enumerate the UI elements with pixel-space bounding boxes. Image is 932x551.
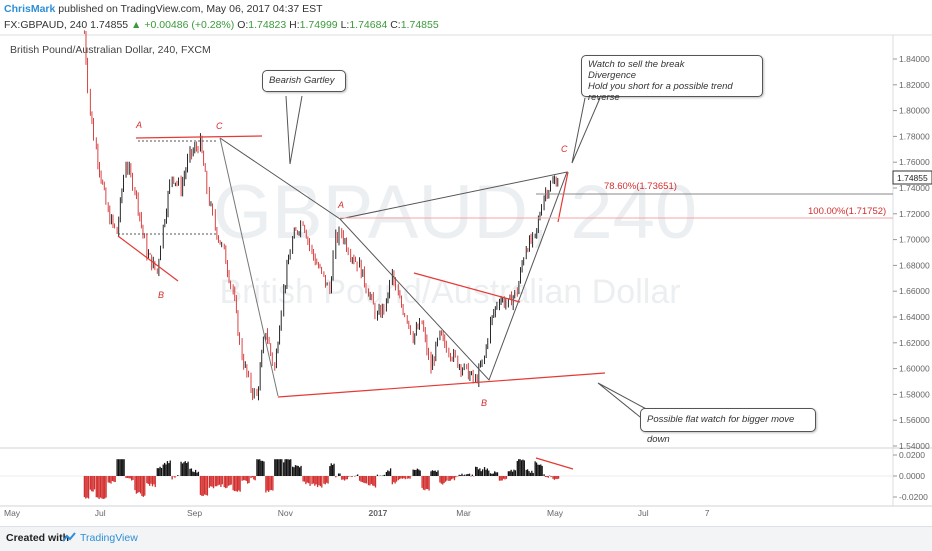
indicator-group (0, 459, 893, 499)
wave-label-a2: A (337, 200, 344, 210)
x-tick-label: Jul (95, 508, 106, 518)
watermark-name: British Pound/Australian Dollar (219, 273, 680, 311)
ohlc-h-value: 1.74999 (299, 19, 338, 31)
trendline-b-leg[interactable] (117, 235, 179, 282)
y-tick-label: 1.80000 (899, 106, 930, 116)
y-tick-label: 1.72000 (899, 209, 930, 219)
note-bearish-gartley-text: Bearish Gartley (269, 75, 335, 86)
x-tick-label: 2017 (368, 508, 387, 518)
y-axis: 1.84000 1.82000 1.80000 1.78000 1.76000 1.740… (893, 54, 930, 451)
y-tick-label: 1.64000 (899, 312, 930, 322)
x-tick-label: 7 (705, 508, 710, 518)
wave-label-c1: C (216, 121, 223, 131)
y-tick-label: 1.54000 (899, 441, 930, 451)
x-tick-label: Jul (638, 508, 649, 518)
gartley-pattern (118, 137, 568, 397)
price-tag-box (892, 170, 932, 185)
ohlc-c-value: 1.74855 (400, 19, 439, 31)
tradingview-brand[interactable]: TradingView (80, 532, 138, 544)
y-tick-label: 1.74000 (899, 183, 930, 193)
watermark-symbol: GBPAUD, 240 (213, 170, 697, 255)
x-tick-label: Nov (278, 508, 294, 518)
y-tick-label: 1.60000 (899, 364, 930, 374)
footer-bar: Created with TradingView (0, 526, 932, 551)
xb-line (219, 137, 279, 397)
fib-levels: 78.60%(1.73651) 100.00%(1.71752) (340, 181, 893, 219)
y-tick-label: 1.70000 (899, 235, 930, 245)
x-tick-label: Sep (187, 508, 202, 518)
note-watch-line-1: Watch to sell the break (588, 59, 685, 70)
tradingview-logo-icon[interactable] (62, 532, 77, 546)
watch-pointer (571, 97, 601, 164)
ohlc-o-value: 1.74823 (248, 19, 287, 31)
y-tick-label: 1.56000 (899, 415, 930, 425)
wave-label-c2: C (561, 144, 568, 154)
trendline-c-leg[interactable] (557, 171, 569, 223)
y-tick-label: 1.76000 (899, 157, 930, 167)
note-flat-watch[interactable]: Possible flat watch for bigger move down (640, 408, 816, 445)
y-tick-label: 1.82000 (899, 80, 930, 90)
trendlines-group (117, 135, 606, 398)
header-line-1: ChrisMark published on TradingView.com, … (4, 3, 323, 15)
y-tick-label: 1.62000 (899, 338, 930, 348)
candles-group (83, 30, 559, 401)
flat-pointer (597, 382, 651, 426)
chart-header: ChrisMark published on TradingView.com, … (0, 0, 932, 34)
note-watch-line-3: Hold you short for a possible trend reve… (588, 81, 733, 103)
ohlc-c-label: C: (390, 19, 401, 31)
trendline-mid[interactable] (413, 272, 521, 303)
trendline-flat-base[interactable] (277, 372, 606, 398)
fib-100-label: 100.00%(1.71752) (808, 206, 886, 217)
note-flat-watch-text: Possible flat watch for bigger move down (647, 414, 795, 445)
y-tick-label: 1.66000 (899, 286, 930, 296)
y-tick-label: 1.84000 (899, 54, 930, 64)
ohlc-l-label: L: (340, 19, 350, 31)
header-line-2: FX:GBPAUD, 240 1.74855 ▲ +0.00486 (+0.28… (4, 19, 439, 31)
ind-tick-label: -0.0200 (899, 492, 928, 502)
note-bearish-gartley[interactable]: Bearish Gartley (262, 70, 346, 92)
wave-label-b1: B (158, 290, 164, 300)
chart-title: British Pound/Australian Dollar, 240, FX… (10, 44, 211, 56)
created-with-text: Created with (6, 532, 70, 544)
y-tick-label: 1.58000 (899, 389, 930, 399)
ind-tick-label: 0.0000 (899, 471, 925, 481)
y-tick-label: 1.68000 (899, 260, 930, 270)
trendline-top[interactable] (135, 135, 263, 139)
wave-label-a1: A (135, 120, 142, 130)
author-name[interactable]: ChrisMark (4, 3, 56, 15)
gartley-pointer (285, 95, 303, 165)
callout-pointers (285, 95, 651, 426)
current-price-tag: 1.74855 (892, 170, 932, 185)
ohlc-h-label: H: (289, 19, 300, 31)
wave-labels: A C B A B C (135, 120, 568, 408)
ind-tick-label: 0.0200 (899, 450, 925, 460)
x-tick-label: May (547, 508, 564, 518)
price-tag-text: 1.74855 (897, 173, 928, 183)
x-tick-label: May (4, 508, 21, 518)
indicator-y-axis: 0.0200 0.0000 -0.0200 (893, 450, 928, 502)
x-tick-label: Mar (456, 508, 471, 518)
y-tick-label: 1.78000 (899, 131, 930, 141)
symbol-line: FX:GBPAUD, 240 1.74855 (4, 19, 129, 31)
ohlc-l-value: 1.74684 (349, 19, 388, 31)
note-watch-line-2: Divergence (588, 70, 637, 81)
x-axis: May Jul Sep Nov 2017 Mar May Jul 7 (4, 508, 710, 518)
fib-786-label: 78.60%(1.73651) (604, 181, 677, 192)
change-text: ▲ +0.00486 (+0.28%) (131, 19, 235, 31)
ohlc-o-label: O: (237, 19, 249, 31)
wave-label-b2: B (481, 398, 487, 408)
note-watch-sell[interactable]: Watch to sell the break Divergence Hold … (581, 55, 763, 103)
gartley-pattern-line (219, 137, 568, 381)
published-text: published on TradingView.com, May 06, 20… (58, 3, 323, 15)
indicator-divergence-line[interactable] (535, 457, 574, 470)
